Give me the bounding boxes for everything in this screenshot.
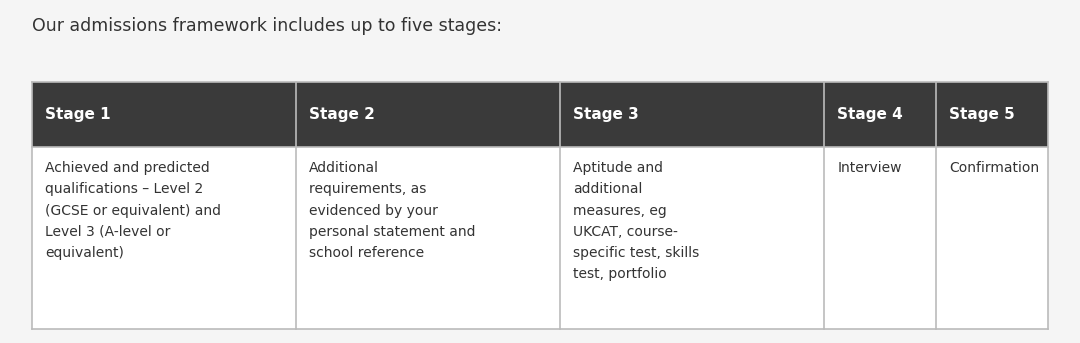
Text: Interview: Interview <box>837 161 902 175</box>
Text: Stage 3: Stage 3 <box>573 107 639 122</box>
Text: Achieved and predicted
qualifications – Level 2
(GCSE or equivalent) and
Level 3: Achieved and predicted qualifications – … <box>45 161 221 260</box>
Text: Our admissions framework includes up to five stages:: Our admissions framework includes up to … <box>32 17 502 35</box>
Bar <box>32 147 1048 329</box>
Text: Confirmation: Confirmation <box>949 161 1039 175</box>
Text: Stage 2: Stage 2 <box>309 107 375 122</box>
Text: Stage 1: Stage 1 <box>45 107 111 122</box>
Text: Stage 4: Stage 4 <box>837 107 903 122</box>
Text: Aptitude and
additional
measures, eg
UKCAT, course-
specific test, skills
test, : Aptitude and additional measures, eg UKC… <box>573 161 700 281</box>
Bar <box>32 82 1048 147</box>
Text: Additional
requirements, as
evidenced by your
personal statement and
school refe: Additional requirements, as evidenced by… <box>309 161 476 260</box>
Text: Stage 5: Stage 5 <box>949 107 1014 122</box>
